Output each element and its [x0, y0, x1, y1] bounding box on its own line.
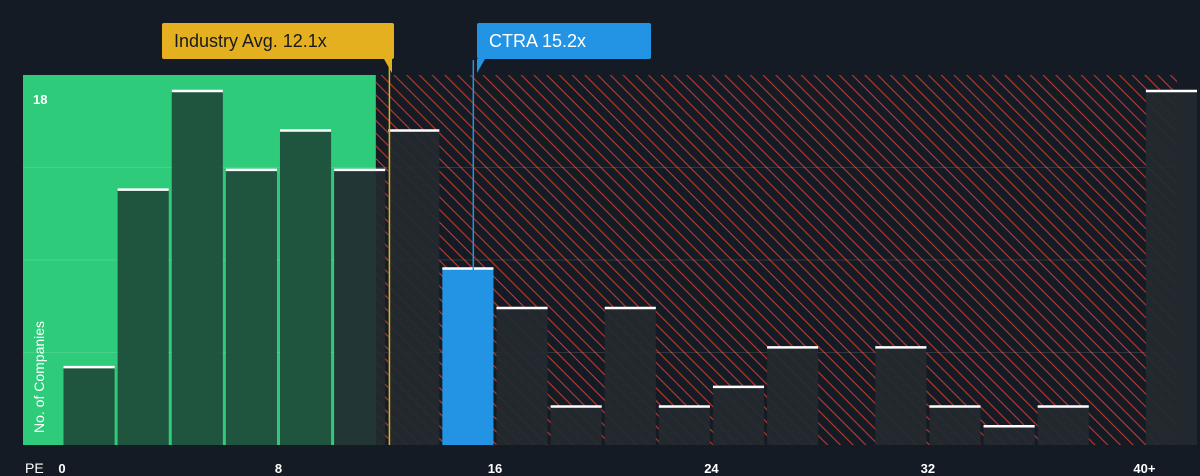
- bar-18: [1037, 405, 1089, 445]
- bar-9: [550, 405, 602, 445]
- bar-12: [712, 385, 765, 445]
- x-tick-label: 32: [920, 461, 936, 476]
- industry-average-callout: Industry Avg. 12.1x: [162, 23, 394, 59]
- bar-1: [117, 188, 169, 445]
- x-tick-label: 0: [58, 461, 66, 476]
- bar-15: [875, 346, 927, 445]
- x-tick-label: 8: [274, 461, 283, 476]
- x-tick-label: 40+: [1133, 461, 1156, 476]
- bar-3: [225, 168, 277, 445]
- bar-8: [496, 306, 548, 445]
- bar-4: [279, 129, 332, 445]
- bar-17: [983, 425, 1035, 445]
- bar-11: [658, 405, 710, 445]
- x-tick-label: 24: [704, 461, 719, 476]
- company-callout-pointer: [477, 59, 485, 73]
- y-max-tick-label: 18: [33, 92, 48, 107]
- bar-16: [929, 405, 981, 445]
- bar-6: [388, 129, 440, 445]
- bar-20: [1145, 90, 1198, 445]
- bar-0: [63, 366, 115, 445]
- bar-10: [604, 306, 656, 445]
- company-pe-callout: CTRA 15.2x: [477, 23, 651, 59]
- bar-5: [334, 168, 386, 445]
- x-tick-label: 16: [487, 461, 503, 476]
- bar-7: [442, 267, 494, 445]
- industry-callout-pointer: [384, 59, 392, 73]
- x-axis-label: PE: [25, 460, 44, 476]
- bar-13: [767, 346, 819, 445]
- y-axis-label: No. of Companies: [31, 320, 47, 433]
- bar-2: [171, 90, 223, 445]
